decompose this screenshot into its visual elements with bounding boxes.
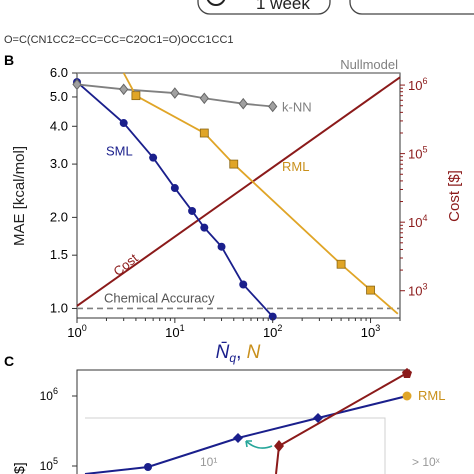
panel-c-ytick-label: 105 (40, 456, 58, 473)
sml-label: SML (106, 144, 133, 159)
blue-series-point (233, 433, 243, 443)
cost-series (76, 76, 401, 307)
panel-c-ytick-label: 106 (40, 386, 58, 403)
panel-c-label: C (4, 353, 14, 369)
sml-point (188, 206, 197, 215)
x-tick-label: 102 (263, 323, 282, 340)
blue-series-point (313, 413, 323, 423)
k-nn-point (119, 83, 129, 96)
nullmodel-label: Nullmodel (340, 57, 398, 72)
sml-point (239, 280, 248, 289)
panel-b-label: B (4, 52, 14, 68)
red-series-point (402, 368, 412, 378)
panel-c-ylabel: $] (11, 462, 27, 474)
sml-point (200, 223, 209, 232)
cost-box (349, 0, 474, 15)
x-axis-label: N̄q, N (216, 342, 261, 365)
cost-line (76, 76, 401, 307)
x-label-sep: , (236, 342, 247, 363)
cost-label: Cost (110, 250, 141, 279)
y-left-tick-label: 1.5 (50, 247, 68, 262)
red-series-point (274, 440, 284, 452)
sml-point (170, 184, 179, 193)
y-left-tick-label: 2.0 (50, 209, 68, 224)
panel-c-frame (76, 369, 410, 474)
sml-point (268, 312, 277, 321)
annotation-gt-10x: > 10ˣ (412, 455, 440, 469)
x-tick-label: 100 (67, 323, 86, 340)
sml-point (217, 242, 226, 251)
y-left-tick-label: 3.0 (50, 156, 68, 171)
y-axis-left-label: MAE [kcal/mol] (11, 146, 28, 246)
time-box (197, 0, 331, 15)
teal-arrow (245, 440, 273, 449)
rml-point (402, 391, 412, 401)
y-axis-right-label: Cost [$] (446, 170, 463, 222)
y-left-tick-label: 6.0 (50, 65, 68, 80)
x-label-second: N (247, 342, 261, 363)
y-right-tick-label: 104 (408, 213, 427, 230)
x-label-sub: q (229, 351, 236, 365)
teal-arrow-head (245, 440, 252, 448)
y-left-tick-label: 1.0 (50, 300, 68, 315)
k-nn-point (199, 92, 209, 105)
rml-point (199, 128, 209, 138)
k-nn-line (76, 83, 273, 108)
smiles-string: O=C(CN1CC2=CC=CC=C2OC1=O)OCC1CC1 (4, 34, 234, 46)
annotation-10-1: 10¹ (200, 455, 217, 469)
top-strip: 1 week O=C(CN1CC2=CC=CC=C2OC1=O)OCC1CC1 (4, 0, 474, 46)
x-label-main: N̄ (216, 342, 230, 363)
y-right-tick-label: 105 (408, 145, 427, 162)
y-left-tick-label: 5.0 (50, 89, 68, 104)
knn-label: k-NN (282, 99, 312, 114)
sml-point (119, 119, 128, 128)
chemical-accuracy-label: Chemical Accuracy (104, 290, 215, 305)
panel-c: C 106 105 $] RML 10¹ > 10ˣ (4, 353, 445, 474)
k-nn-point (72, 78, 82, 91)
reference-lines (77, 72, 400, 310)
k-nn-point (170, 87, 180, 99)
panel-c-guide (85, 417, 386, 474)
x-tick-label: 101 (165, 323, 184, 340)
blue-series-point (144, 463, 152, 471)
series-labels: Nullmodel Chemical Accuracy k-NN SML RML… (104, 57, 398, 305)
rml-label: RML (282, 159, 309, 174)
plot-frame (76, 72, 401, 319)
rml-point (366, 285, 375, 295)
rml-point (131, 91, 141, 101)
k-nn-point (238, 97, 248, 110)
axis-ticks: 100 101 102 103 1.0 1.5 2.0 3.0 4.0 5.0 6.0 103 104 1… (50, 65, 428, 340)
y-left-tick-label: 4.0 (50, 118, 68, 133)
y-right-tick-label: 106 (408, 76, 427, 93)
panel-c-rml-label: RML (418, 388, 445, 403)
time-box-label: 1 week (256, 0, 310, 13)
blue-series-line (84, 395, 408, 474)
clock-icon (206, 0, 226, 6)
panel-b: B 100 101 102 1031.01.52.03.04.05.06.010310… (4, 52, 463, 365)
sml-point (149, 153, 158, 162)
y-right-tick-label: 103 (408, 282, 427, 299)
x-tick-label: 103 (361, 323, 380, 340)
rml-point (229, 159, 239, 169)
rml-point (336, 259, 346, 269)
k-nn-point (268, 100, 278, 113)
mae-series (72, 72, 399, 321)
